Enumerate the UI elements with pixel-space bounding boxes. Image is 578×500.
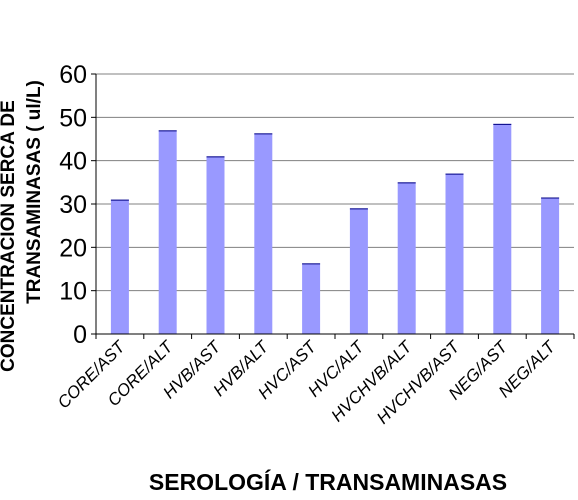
y-axis-title-line-2: TRANSAMINASAS ( ul/L): [24, 80, 45, 304]
y-tick-label: 50: [59, 104, 87, 132]
bar-neg-alt: [541, 197, 560, 334]
bar-hvb-alt: [254, 133, 273, 334]
bar-neg-ast: [493, 123, 512, 334]
bars: [110, 123, 560, 334]
x-tick-label: HVCHVB/AST: [373, 336, 464, 427]
bar-hvchvb-alt: [397, 182, 416, 334]
bar-hvb-ast: [206, 156, 225, 334]
x-axis-title: SEROLOGÍA / TRANSAMINASAS: [149, 468, 507, 495]
y-tick-label: 0: [73, 321, 87, 349]
y-tick-labels: 0 10 20 30 40 50 60: [59, 61, 87, 349]
axes: [91, 73, 575, 339]
y-axis-title-line-1: CONCENTRACION SERCA DE: [0, 100, 19, 372]
bar-hvc-alt: [349, 208, 368, 334]
bar-core-alt: [158, 130, 177, 334]
y-tick-label: 40: [59, 148, 87, 176]
y-tick-label: 60: [59, 61, 87, 89]
bar-hvc-ast: [302, 263, 321, 334]
bar-hvchvb-ast: [445, 173, 464, 334]
y-tick-label: 20: [59, 234, 87, 262]
y-tick-label: 30: [59, 191, 87, 219]
x-tick-labels: CORE/ASTCORE/ALTHVB/ASTHVB/ALTHVC/ASTHVC…: [54, 336, 560, 427]
y-tick-label: 10: [59, 278, 87, 306]
bar-core-ast: [110, 199, 129, 334]
